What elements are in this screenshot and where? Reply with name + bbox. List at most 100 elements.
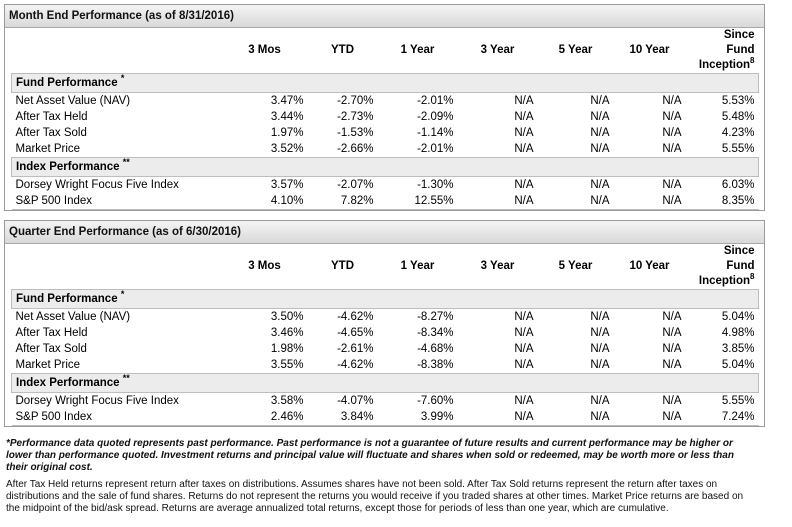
table-cell: -2.66% bbox=[307, 141, 378, 158]
index-performance-section-header: Index Performance ** bbox=[11, 157, 759, 177]
table-cell: -4.68% bbox=[417, 343, 454, 355]
fund-performance-footnote-marker: * bbox=[120, 73, 125, 84]
table-cell: N/A bbox=[514, 95, 534, 107]
table-row: After Tax Held 3.46% -4.65% -8.34% N/A N/A N/A… bbox=[12, 325, 759, 341]
table-cell: 5.48% bbox=[721, 111, 755, 123]
table-cell: N/A bbox=[514, 343, 534, 355]
quarter-end-panel: Quarter End Performance (as of 6/30/2016… bbox=[4, 220, 765, 427]
table-cell: N/A bbox=[590, 127, 610, 139]
col-header-since-inception: Since Fund Inception8 bbox=[698, 29, 755, 71]
table-row: Dorsey Wright Focus Five Index 3.57% -2.07… bbox=[12, 177, 759, 194]
quarter-end-title: Quarter End Performance (as of 6/30/2016… bbox=[5, 221, 764, 244]
col-header-since-inception: Since Fund Inception8 bbox=[698, 245, 755, 287]
table-cell: N/A bbox=[590, 395, 610, 407]
col-header-3mos: 3 Mos bbox=[248, 44, 281, 56]
table-cell: N/A bbox=[514, 179, 534, 191]
table-cell: N/A bbox=[662, 327, 682, 339]
col-header-ytd: YTD bbox=[331, 260, 354, 272]
table-cell: -2.73% bbox=[337, 111, 374, 123]
table-cell: N/A bbox=[613, 357, 686, 374]
table-cell: -1.30% bbox=[417, 179, 454, 191]
table-cell: N/A bbox=[514, 311, 534, 323]
table-cell: -7.60% bbox=[417, 395, 454, 407]
row-label: Net Asset Value (NAV) bbox=[15, 95, 131, 107]
table-cell: -2.61% bbox=[337, 343, 374, 355]
month-end-title: Month End Performance (as of 8/31/2016) bbox=[5, 5, 764, 28]
col-header-3mos: 3 Mos bbox=[248, 260, 281, 272]
col-header-3year: 3 Year bbox=[480, 260, 515, 272]
table-cell: -2.09% bbox=[417, 111, 454, 123]
table-cell: N/A bbox=[590, 343, 610, 355]
table-cell: -8.38% bbox=[377, 357, 458, 374]
table-cell: -4.65% bbox=[337, 327, 374, 339]
index-performance-section-header: Index Performance ** bbox=[11, 373, 759, 393]
table-cell: N/A bbox=[613, 193, 686, 210]
table-cell: 4.10% bbox=[221, 193, 308, 210]
row-label: After Tax Sold bbox=[15, 127, 87, 139]
table-cell: N/A bbox=[590, 111, 610, 123]
table-cell: 8.35% bbox=[685, 193, 759, 210]
table-row: Market Price 3.52% -2.66% -2.01% N/A N/A N/A 5.… bbox=[11, 141, 759, 158]
row-label: After Tax Held bbox=[15, 111, 88, 123]
table-cell: 5.55% bbox=[721, 395, 755, 407]
column-header-row: 3 Mos YTD 1 Year 3 Year 5 Year 10 Year S… bbox=[12, 28, 759, 74]
table-cell: 3.55% bbox=[221, 357, 308, 374]
col-header-5year: 5 Year bbox=[558, 260, 593, 272]
table-cell: -2.07% bbox=[337, 179, 374, 191]
table-cell: 3.46% bbox=[270, 327, 304, 339]
row-label: Dorsey Wright Focus Five Index bbox=[15, 179, 179, 191]
table-cell: N/A bbox=[662, 179, 682, 191]
index-performance-footnote-marker: ** bbox=[122, 157, 130, 168]
table-cell: N/A bbox=[514, 395, 534, 407]
index-performance-section-label: Index Performance bbox=[16, 161, 120, 173]
table-cell: 2.46% bbox=[221, 409, 308, 426]
table-cell: N/A bbox=[662, 343, 682, 355]
table-cell: 3.99% bbox=[377, 409, 458, 426]
table-cell: 6.03% bbox=[721, 179, 755, 191]
row-label: Market Price bbox=[11, 357, 222, 374]
table-cell: 4.23% bbox=[721, 127, 755, 139]
table-cell: 3.44% bbox=[270, 111, 304, 123]
table-row: Net Asset Value (NAV) 3.47% -2.70% -2.01% N/… bbox=[12, 93, 759, 110]
table-cell: 3.57% bbox=[270, 179, 304, 191]
table-cell: -1.53% bbox=[337, 127, 374, 139]
col-header-10year: 10 Year bbox=[629, 260, 670, 272]
month-end-table: 3 Mos YTD 1 Year 3 Year 5 Year 10 Year S… bbox=[11, 28, 759, 210]
table-cell: 3.52% bbox=[221, 141, 308, 158]
table-cell: N/A bbox=[537, 193, 614, 210]
returns-explanation: After Tax Held returns represent return … bbox=[6, 479, 744, 514]
table-cell: N/A bbox=[662, 127, 682, 139]
table-cell: N/A bbox=[537, 141, 614, 158]
table-row: S&P 500 Index 4.10% 7.82% 12.55% N/A N/A N/A 8.… bbox=[11, 193, 759, 210]
table-row: After Tax Sold 1.98% -2.61% -4.68% N/A N/A N/A… bbox=[12, 341, 759, 357]
table-cell: N/A bbox=[590, 311, 610, 323]
fund-performance-section-label: Fund Performance bbox=[16, 77, 118, 89]
table-cell: -4.62% bbox=[337, 311, 374, 323]
row-label: Market Price bbox=[11, 141, 222, 158]
table-cell: 3.85% bbox=[721, 343, 755, 355]
table-cell: N/A bbox=[590, 327, 610, 339]
table-cell: -8.34% bbox=[417, 327, 454, 339]
table-cell: N/A bbox=[457, 141, 538, 158]
performance-disclaimer: *Performance data quoted represents past… bbox=[6, 438, 734, 473]
table-cell: N/A bbox=[457, 193, 538, 210]
table-cell: 7.82% bbox=[307, 193, 378, 210]
table-row: After Tax Held 3.44% -2.73% -2.09% N/A N/A N/A… bbox=[12, 109, 759, 125]
index-performance-footnote-marker: ** bbox=[122, 373, 130, 384]
table-cell: -2.01% bbox=[417, 95, 454, 107]
table-cell: 3.50% bbox=[270, 311, 304, 323]
table-cell: N/A bbox=[590, 179, 610, 191]
table-cell: 5.04% bbox=[685, 357, 759, 374]
table-cell: N/A bbox=[590, 95, 610, 107]
table-cell: -2.70% bbox=[337, 95, 374, 107]
table-cell: 3.58% bbox=[270, 395, 304, 407]
table-cell: 1.98% bbox=[270, 343, 304, 355]
column-header-row: 3 Mos YTD 1 Year 3 Year 5 Year 10 Year S… bbox=[12, 244, 759, 290]
table-cell: 7.24% bbox=[685, 409, 759, 426]
table-cell: 3.84% bbox=[307, 409, 378, 426]
table-cell: -2.01% bbox=[377, 141, 458, 158]
table-cell: 1.97% bbox=[270, 127, 304, 139]
index-performance-section-label: Index Performance bbox=[16, 377, 120, 389]
table-row: After Tax Sold 1.97% -1.53% -1.14% N/A N/A N/A… bbox=[12, 125, 759, 141]
